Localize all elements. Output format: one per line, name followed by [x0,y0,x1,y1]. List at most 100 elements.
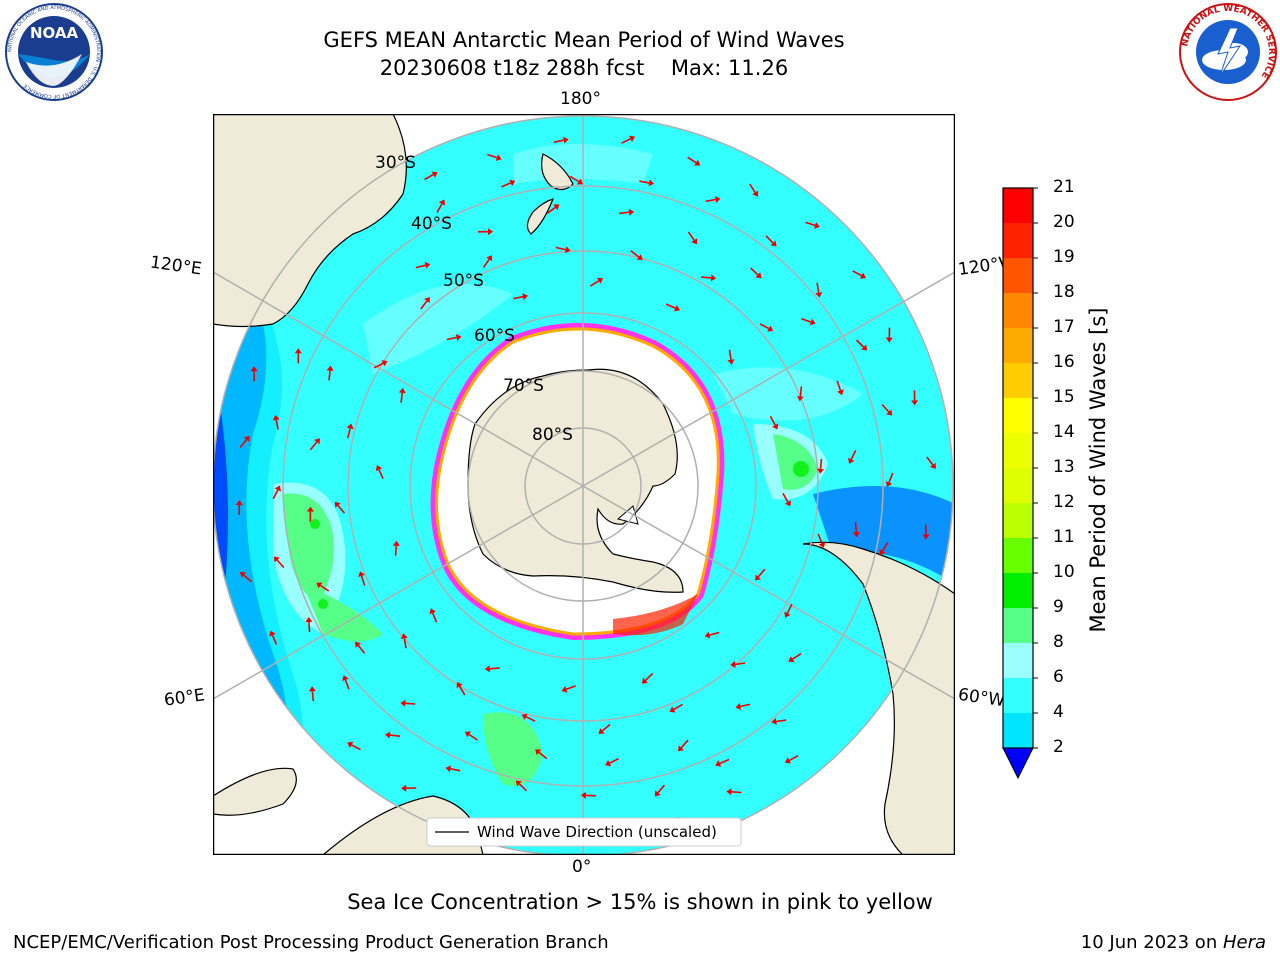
wind-wave-arrowhead [886,409,893,416]
wind-wave-arrowhead [580,791,586,799]
wind-wave-arrowhead [274,485,281,492]
lat-label-80s: 80°S [532,425,573,445]
wind-wave-arrow [373,362,384,369]
wind-wave-arrow [731,791,742,794]
wind-wave-arrowhead [398,387,406,394]
wind-wave-arrow [589,280,600,287]
wind-wave-arrowhead [885,481,893,487]
wind-wave-arrow [344,679,350,690]
wind-wave-arrow [788,754,799,762]
wind-wave-arrow [276,559,285,569]
colorbar-tick-label: 19 [1053,247,1075,267]
plot-title-line2: 20230608 t18z 288h fcst Max: 11.26 [379,56,789,80]
wind-wave-arrowhead [445,765,451,773]
wind-wave-arrowhead [796,396,804,402]
wind-wave-arrowhead [326,365,334,371]
wind-wave-arrow [836,380,842,391]
wind-wave-arrow [799,386,803,397]
colorbar-tick-label: 14 [1053,422,1075,442]
svg-text:Wind Wave Direction (unscaled): Wind Wave Direction (unscaled) [477,823,717,841]
colorbar-segment [1003,503,1033,538]
wind-wave-arrow [566,685,576,691]
wind-wave-arrow [458,685,466,696]
colorbar-segment [1003,678,1033,713]
wind-wave-arrow [351,744,361,751]
wind-wave-arrowhead [269,630,276,637]
wind-wave-arrowhead [334,501,341,508]
wind-wave-arrowhead [771,718,777,725]
footer-left: NCEP/EMC/Verification Post Processing Pr… [13,932,609,953]
wind-wave-arrowhead [375,465,383,472]
wind-wave-arrow [757,568,766,578]
wind-wave-arrowhead [859,272,866,279]
wind-wave-arrowhead [346,423,354,430]
colorbar-segment [1003,608,1033,643]
wind-wave-arrowhead [752,190,759,197]
wind-wave-arrowhead [486,255,493,262]
wind-wave-arrowhead [727,359,735,365]
colorbar-tick-label: 2 [1053,737,1064,757]
wind-wave-arrowhead [818,541,826,548]
wind-wave-arrow [468,733,478,741]
wind-wave-arrow [513,295,524,300]
wind-wave-arrowhead [563,136,569,144]
wind-wave-arrowhead [250,366,258,372]
wind-wave-arrowhead [596,277,603,284]
lon-label-60e: 60°E [162,685,207,711]
wind-wave-arrowhead [239,572,246,578]
wind-wave-arrow [701,276,712,279]
wind-wave-arrowhead [521,713,528,720]
wind-wave-arrow [888,472,894,483]
colorbar-segment [1003,258,1033,293]
wind-wave-arrow [854,522,858,533]
wind-wave-arrowhead [848,457,855,464]
colorbar-tick-label: 8 [1053,632,1064,652]
wind-wave-arrow [239,439,248,448]
wind-wave-arrow [553,139,564,143]
wind-wave-arrowhead [385,731,391,739]
polar-map: 30°S 40°S 50°S 60°S 70°S 80°S Wind Wave … [213,114,955,855]
wind-wave-arrow [601,723,611,732]
wind-wave-arrow [555,246,566,251]
wind-wave-arrowhead [561,686,568,693]
wind-wave-arrowhead [815,292,823,298]
wind-wave-arrow [728,349,732,360]
wind-wave-arrowhead [784,500,791,507]
wind-wave-arrow [644,672,654,681]
wind-wave-arrow [776,719,787,723]
wind-wave-arrowhead [314,438,320,445]
colorbar-tick-label: 6 [1053,667,1064,687]
wind-wave-arrow [415,264,426,269]
wind-wave-arrow [275,419,279,430]
wind-wave-arrowhead [598,728,605,734]
wind-wave-arrow [243,574,253,583]
wind-wave-arrow [719,758,730,765]
wind-wave-arrow [378,469,384,480]
wind-wave-arrowhead [400,699,406,707]
wind-wave-arrowhead [885,337,893,343]
colorbar-tick-label: 17 [1053,317,1075,337]
wind-wave-arrow [881,541,889,552]
wind-wave-arrow [309,441,318,451]
wind-wave-arrow [673,703,683,711]
colorbar-segment [1003,433,1033,468]
wind-wave-arrow [819,458,823,469]
wind-wave-arrowhead [305,617,313,623]
wind-wave-arrowhead [424,261,431,269]
wind-wave-arrow [420,300,428,310]
colorbar-tick-label: 15 [1053,387,1075,407]
lon-label-0: 0° [572,857,592,877]
wind-wave-arrowhead [488,228,493,236]
svg-text:NOAA: NOAA [30,24,79,42]
wind-wave-arrow [347,428,351,439]
wind-wave-arrow [765,235,774,244]
colorbar-segment [1003,188,1033,223]
wind-wave-arrowhead [674,304,680,312]
wind-wave-arrowhead [456,682,463,689]
wind-wave-arrow [855,339,865,348]
wind-wave-arrowhead [509,179,516,187]
wind-wave-arrowhead [308,686,316,692]
wind-wave-arrow [852,270,862,277]
wind-wave-arrows [235,135,936,838]
wind-wave-arrowhead [392,540,400,546]
